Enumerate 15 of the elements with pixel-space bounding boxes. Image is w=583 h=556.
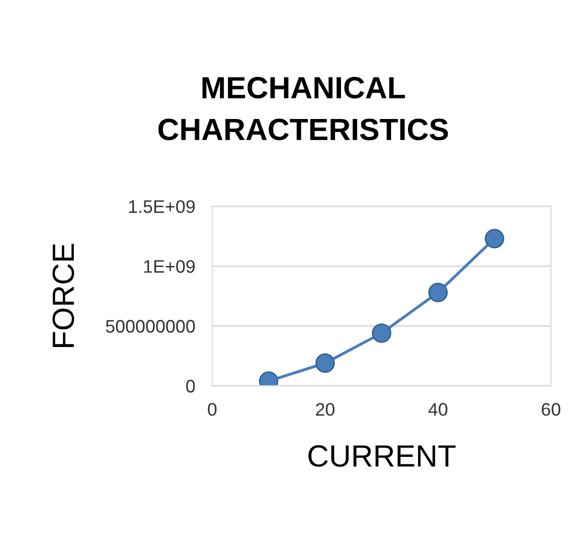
point <box>372 323 392 343</box>
point <box>428 282 448 302</box>
x-tick-label: 40 <box>428 403 448 416</box>
y-tick-label: 500000000 <box>106 320 195 333</box>
y-tick-label: 1E+09 <box>144 260 195 273</box>
y-axis-title: FORCE <box>52 244 74 348</box>
x-tick-label: 20 <box>316 403 334 416</box>
point <box>484 228 504 248</box>
x-tick-label: 60 <box>542 403 560 416</box>
y-tick-label: 0 <box>186 380 195 393</box>
point <box>315 353 335 373</box>
x-axis-title: CURRENT <box>308 445 456 467</box>
x-tick-label: 0 <box>208 403 217 416</box>
y-tick-label: 1.5E+09 <box>129 200 195 213</box>
chart-title: MECHANICAL CHARACTERISTICS <box>158 76 448 140</box>
